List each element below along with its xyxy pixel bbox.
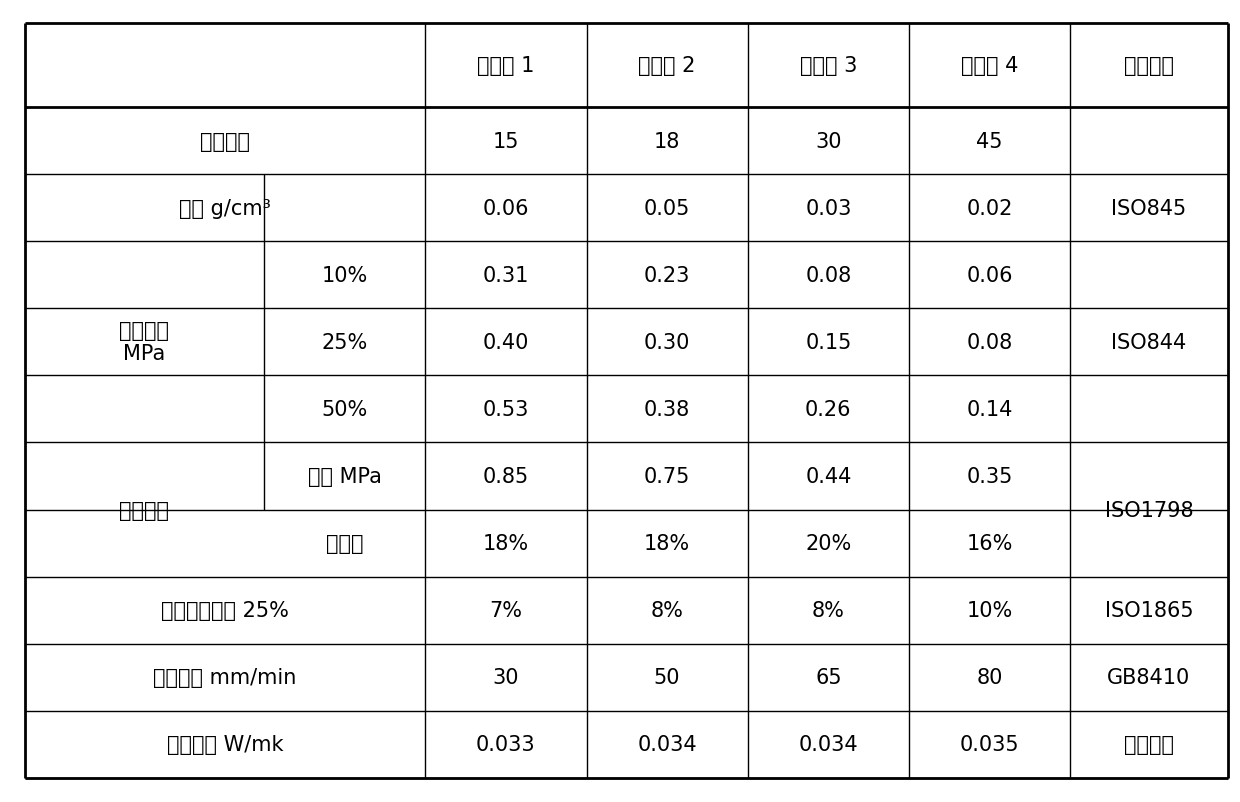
Text: 0.26: 0.26 xyxy=(805,399,852,419)
Text: 0.23: 0.23 xyxy=(644,265,691,286)
Text: 实施例 1: 实施例 1 xyxy=(477,56,534,76)
Text: ISO844: ISO844 xyxy=(1111,332,1187,352)
Text: 发泡倍率: 发泡倍率 xyxy=(200,132,250,152)
Text: 0.31: 0.31 xyxy=(482,265,529,286)
Text: 0.30: 0.30 xyxy=(644,332,691,352)
Text: 实施例 3: 实施例 3 xyxy=(800,56,857,76)
Text: 0.08: 0.08 xyxy=(805,265,852,286)
Text: 18%: 18% xyxy=(644,533,691,553)
Text: 0.38: 0.38 xyxy=(644,399,691,419)
Text: ISO1865: ISO1865 xyxy=(1105,601,1193,621)
Text: 80: 80 xyxy=(976,667,1003,687)
Text: 0.53: 0.53 xyxy=(482,399,529,419)
Text: ISO1798: ISO1798 xyxy=(1105,500,1193,520)
Text: 拉伸强度: 拉伸强度 xyxy=(119,500,170,520)
Text: 0.15: 0.15 xyxy=(805,332,852,352)
Text: 0.06: 0.06 xyxy=(482,198,529,218)
Text: 0.75: 0.75 xyxy=(644,467,691,486)
Text: GB8410: GB8410 xyxy=(1107,667,1190,687)
Text: 0.03: 0.03 xyxy=(805,198,852,218)
Text: 8%: 8% xyxy=(812,601,844,621)
Text: 压缩永久变形 25%: 压缩永久变形 25% xyxy=(161,601,289,621)
Text: 25%: 25% xyxy=(321,332,368,352)
Text: 18: 18 xyxy=(653,132,681,152)
Text: 实施例 4: 实施例 4 xyxy=(961,56,1018,76)
Text: 0.06: 0.06 xyxy=(966,265,1013,286)
Text: 0.35: 0.35 xyxy=(966,467,1013,486)
Text: 0.05: 0.05 xyxy=(644,198,691,218)
Text: 20%: 20% xyxy=(805,533,852,553)
Text: 0.02: 0.02 xyxy=(966,198,1013,218)
Text: 0.033: 0.033 xyxy=(476,735,536,755)
Text: 强度 MPa: 强度 MPa xyxy=(308,467,382,486)
Text: 0.40: 0.40 xyxy=(482,332,529,352)
Text: 45: 45 xyxy=(976,132,1003,152)
Text: 密度 g/cm³: 密度 g/cm³ xyxy=(179,198,272,218)
Text: 热传导率 W/mk: 热传导率 W/mk xyxy=(167,735,283,755)
Text: 8%: 8% xyxy=(651,601,683,621)
Text: 18%: 18% xyxy=(482,533,529,553)
Text: 10%: 10% xyxy=(321,265,368,286)
Text: 30: 30 xyxy=(492,667,520,687)
Text: 15: 15 xyxy=(492,132,520,152)
Text: 50%: 50% xyxy=(321,399,368,419)
Text: ISO845: ISO845 xyxy=(1111,198,1187,218)
Text: 0.14: 0.14 xyxy=(966,399,1013,419)
Text: 65: 65 xyxy=(815,667,842,687)
Text: 测试方法: 测试方法 xyxy=(1123,56,1174,76)
Text: 压缩强度
MPa: 压缩强度 MPa xyxy=(119,321,170,364)
Text: 实施例 2: 实施例 2 xyxy=(639,56,696,76)
Text: 10%: 10% xyxy=(966,601,1013,621)
Text: 延伸率: 延伸率 xyxy=(326,533,363,553)
Text: 0.034: 0.034 xyxy=(637,735,697,755)
Text: 50: 50 xyxy=(653,667,681,687)
Text: 30: 30 xyxy=(815,132,842,152)
Text: 0.08: 0.08 xyxy=(966,332,1013,352)
Text: 0.034: 0.034 xyxy=(799,735,858,755)
Text: 燃烧速率 mm/min: 燃烧速率 mm/min xyxy=(154,667,296,687)
Text: 0.85: 0.85 xyxy=(482,467,529,486)
Text: 0.035: 0.035 xyxy=(960,735,1019,755)
Text: 16%: 16% xyxy=(966,533,1013,553)
Text: 0.44: 0.44 xyxy=(805,467,852,486)
Text: 热流计法: 热流计法 xyxy=(1123,735,1174,755)
Text: 7%: 7% xyxy=(490,601,522,621)
